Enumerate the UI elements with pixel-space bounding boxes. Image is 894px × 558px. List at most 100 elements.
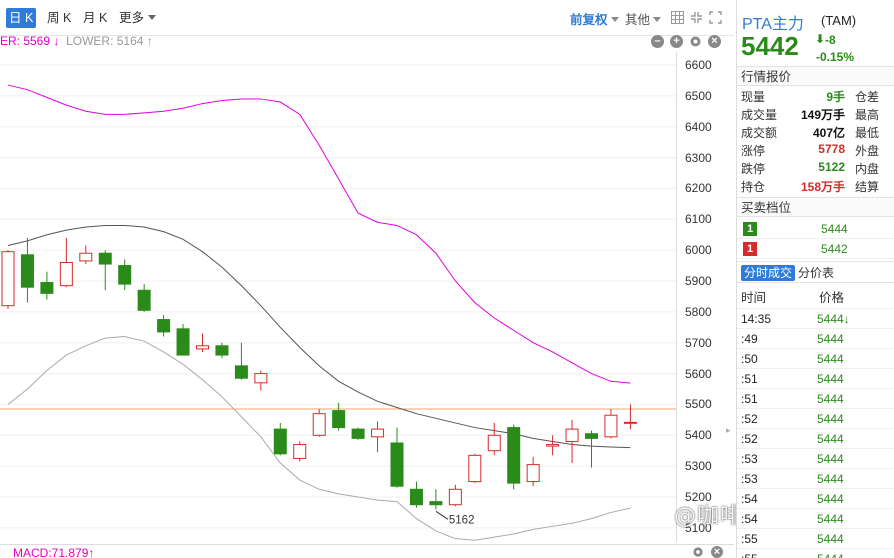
quote-row-label2: 结算 (855, 180, 880, 194)
candle-body (565, 428, 579, 442)
tick-time: :54 (741, 512, 758, 526)
close-icon[interactable]: × (711, 546, 723, 558)
quote-row-label2: 外盘 (855, 144, 880, 158)
quote-row-label: 涨停 (741, 144, 766, 158)
candle-body (371, 428, 385, 438)
candlestick-chart[interactable]: 5162 (0, 52, 676, 542)
period-day-k-button[interactable]: 日 K (6, 8, 37, 28)
order-book-row[interactable]: 1 5442 (737, 239, 894, 259)
candle (507, 424, 521, 490)
price-tick-label: 5100 (685, 520, 712, 535)
candle-body (351, 428, 365, 439)
tick-time: :53 (741, 472, 758, 486)
quote-row: 持仓 158万手 结算 (737, 178, 894, 196)
plus-circle-icon[interactable]: + (670, 35, 683, 48)
expand-side-handle[interactable]: ▸ (726, 425, 731, 435)
candle-body (332, 410, 346, 429)
tick-row: :51 5444 (737, 368, 894, 388)
candle (409, 481, 423, 508)
candle-body (40, 282, 54, 294)
quote-row-value: 5778 (818, 142, 845, 156)
candle (137, 284, 151, 312)
price-tick-label: 6400 (685, 119, 712, 134)
candle-body (79, 252, 93, 262)
candle-body (234, 365, 248, 379)
tick-price: 5444 (817, 532, 844, 546)
candle-body (176, 328, 190, 356)
candle-body (312, 413, 326, 436)
price-tick-label: 5300 (685, 459, 712, 474)
candle (196, 333, 209, 352)
min-price-label: 5162 (449, 514, 475, 526)
candle-body (137, 289, 151, 311)
candle-body (20, 254, 34, 288)
candle-body (507, 427, 521, 484)
candle (118, 259, 132, 291)
gear-icon[interactable] (689, 35, 702, 48)
tick-time: :55 (741, 532, 758, 546)
tick-price: 5444 (817, 332, 844, 346)
quote-row-label: 持仓 (741, 180, 766, 194)
candle-body (448, 488, 462, 506)
quote-row-label2: 最低 (855, 126, 880, 140)
tab-time-and-sales[interactable]: 分时成交 (741, 265, 796, 281)
candle (59, 237, 73, 288)
price-tick-label: 6600 (685, 58, 712, 72)
price-tick-label: 5200 (685, 490, 712, 504)
period-more-dropdown[interactable]: 更多 (116, 8, 159, 28)
fullscreen-icon[interactable] (709, 11, 722, 24)
tick-price: 5444 (817, 412, 844, 426)
tick-price: 5444↓ (817, 312, 850, 326)
quote-row-value: 149万手 (800, 108, 845, 122)
tick-time: :53 (741, 452, 758, 466)
candle (1, 250, 15, 309)
price-tick-label: 6000 (685, 243, 712, 258)
tick-price: 5444 (817, 452, 844, 466)
period-month-k-button[interactable]: 月 K (83, 11, 108, 25)
book-level-badge: 1 (743, 242, 757, 256)
candle (526, 456, 540, 487)
minus-circle-icon[interactable]: – (651, 35, 664, 48)
tick-time: :51 (741, 392, 758, 406)
shrink-icon[interactable] (690, 11, 703, 24)
candle-body (526, 464, 540, 483)
tick-row: :54 5444 (737, 508, 894, 528)
candle-body (196, 345, 209, 350)
period-week-k-button[interactable]: 周 K (47, 11, 72, 25)
candle (351, 427, 365, 440)
candle-body (293, 444, 307, 459)
quote-row: 涨停 5778 外盘 (737, 142, 894, 160)
candle-body (59, 261, 73, 287)
other-dropdown[interactable]: 其他 (625, 9, 661, 28)
book-price: 5442 (821, 242, 848, 256)
quote-section-title: 行情报价 (737, 66, 894, 86)
tick-row: :51 5444 (737, 388, 894, 408)
order-book-row[interactable]: 1 5444 (737, 219, 894, 239)
price-adjust-dropdown[interactable]: 前复权 (570, 9, 619, 28)
price-tick-label: 5400 (685, 428, 712, 443)
candle-body (390, 442, 404, 487)
quote-row: 跌停 5122 内盘 (737, 160, 894, 178)
down-arrow-icon: ⬇ (815, 32, 826, 46)
candle-body (215, 345, 229, 356)
tick-price: 5444 (817, 552, 844, 558)
tick-table-header: 时间 价格 (737, 284, 894, 306)
boll-middle-line (7, 224, 631, 449)
candle (157, 314, 171, 337)
tab-price-table[interactable]: 分价表 (798, 266, 835, 280)
arrow-up-icon: ↑ (146, 34, 153, 48)
price-tick-label: 5700 (685, 335, 712, 350)
tick-row: :55 5444 (737, 528, 894, 548)
close-icon[interactable]: × (708, 35, 721, 48)
boll-indicator-label: ER: 5569 ↓ LOWER: 5164 ↑ (0, 34, 153, 48)
quote-row-label2: 内盘 (855, 162, 880, 176)
grid-layout-icon[interactable] (671, 11, 684, 24)
tick-time: :52 (741, 412, 758, 426)
price-tick-label: 6300 (685, 150, 712, 165)
tick-price: 5444 (817, 372, 844, 386)
price-tick-label: 5500 (685, 397, 712, 412)
price-tick-label: 6500 (685, 88, 712, 103)
candle (273, 422, 287, 456)
candle (565, 419, 579, 464)
gear-icon[interactable] (692, 546, 704, 558)
